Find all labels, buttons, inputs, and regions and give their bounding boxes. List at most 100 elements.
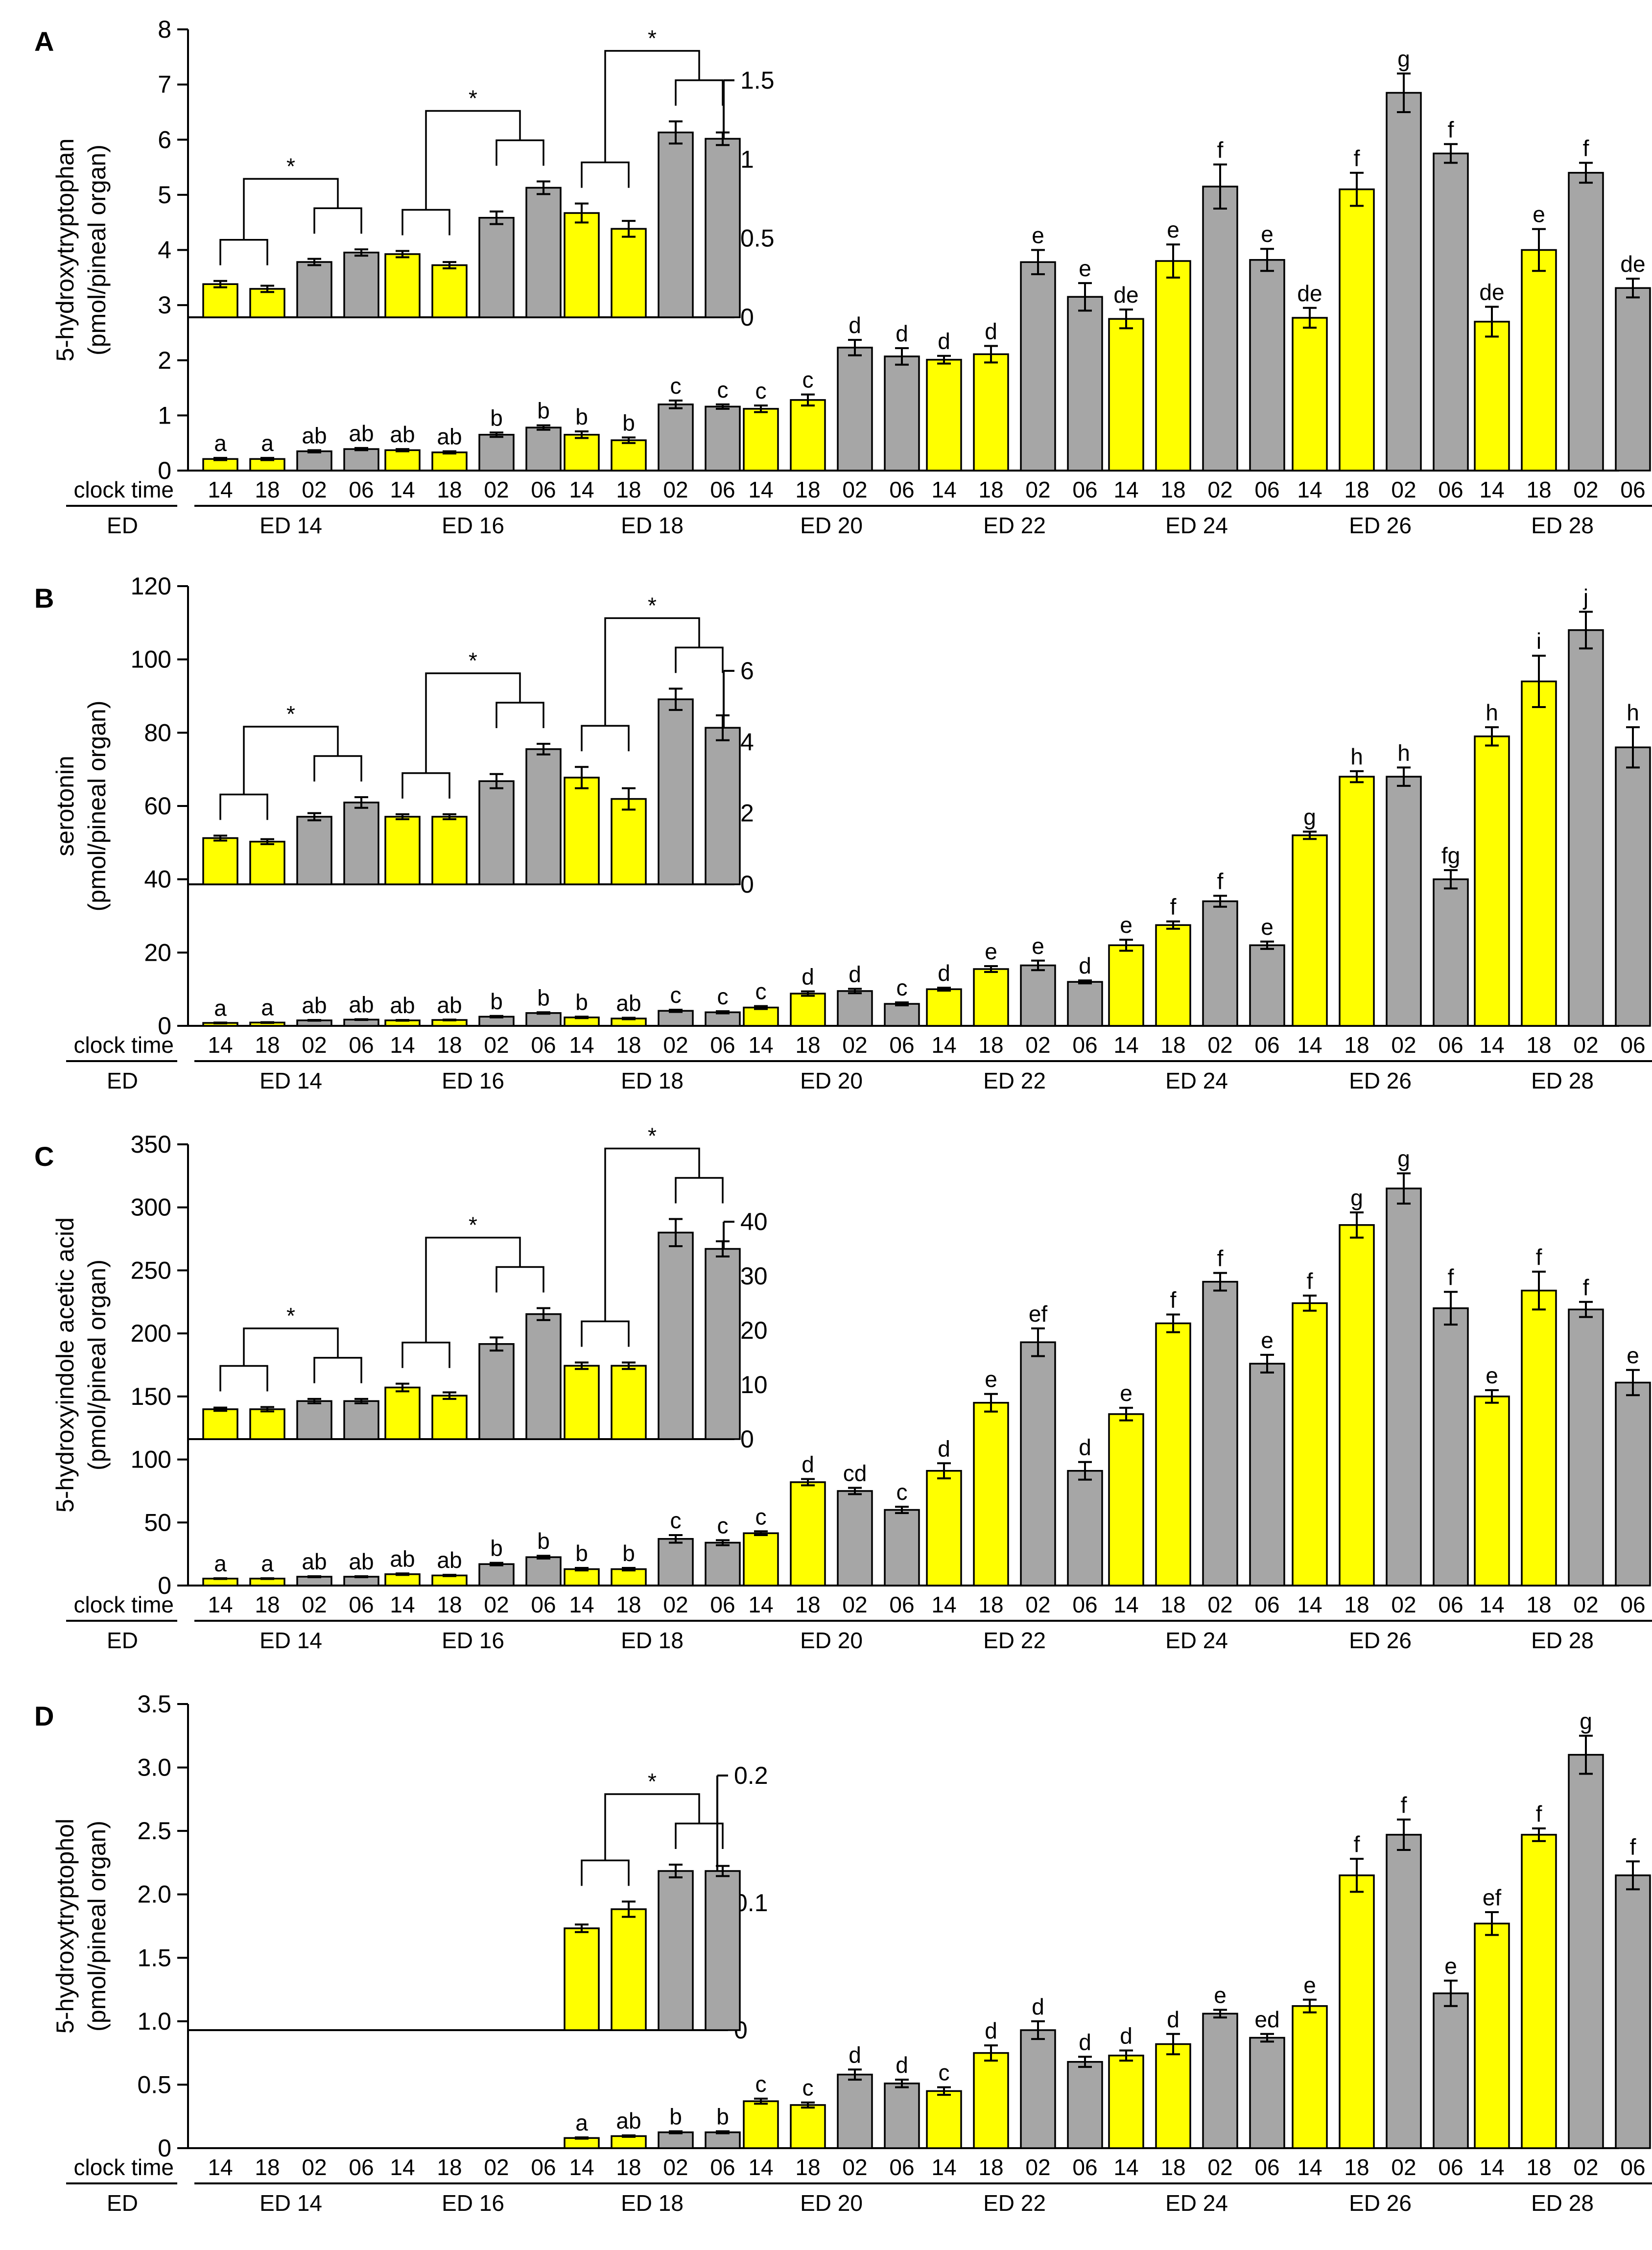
panel-a-group-label: ED 22 (983, 513, 1046, 538)
panel-b-bar-ed26-18 (1340, 777, 1374, 1026)
panel-c-clock-tick-label: 14 (1113, 1592, 1138, 1617)
panel-c-inset-significance: * (648, 1123, 657, 1148)
panel-a-clock-tick-label: 02 (842, 477, 867, 502)
panel-b-inset-bar-ed14-14 (203, 838, 237, 884)
panel-b-clock-tick-label: 06 (1254, 1032, 1279, 1058)
panel-c-inset-ytick-label: 10 (740, 1371, 768, 1398)
panel-c-clock-tick-label: 14 (1479, 1592, 1504, 1617)
panel-a-inset-ytick-label: 1.5 (740, 67, 775, 94)
panel-c-clock-tick-label: 18 (1160, 1592, 1185, 1617)
panel-b-bar-ed26-02 (1387, 777, 1421, 1026)
panel-a-sig-letter: e (1261, 221, 1274, 247)
panel-c-clock-tick-label: 02 (302, 1592, 327, 1617)
panel-a-clock-tick-label: 02 (484, 477, 509, 502)
panel-c-clock-tick-label: 02 (1025, 1592, 1050, 1617)
panel-d-bar-ed20-18 (791, 2105, 825, 2148)
panel-b-clock-time-label: clock time (74, 1032, 174, 1058)
panel-c-sig-letter: f (1170, 1287, 1177, 1313)
panel-b-bar-ed22-02 (1021, 966, 1055, 1026)
panel-d-sig-letter: b (669, 2104, 682, 2130)
panel-a-sig-letter: b (537, 398, 550, 424)
panel-a-inset-bracket-night (496, 141, 543, 166)
panel-a-inset-bar-ed16-18 (432, 265, 467, 317)
panel-a-bar-ed18-06 (706, 406, 740, 471)
panel-a-clock-tick-label: 02 (1207, 477, 1232, 502)
panel-d-clock-tick-label: 02 (302, 2155, 327, 2180)
panel-b-bar-ed28-14 (1475, 736, 1509, 1026)
panel-d-sig-letter: f (1354, 1831, 1360, 1857)
panel-c-sig-letter: f (1583, 1275, 1589, 1300)
panel-a-ytick-label: 4 (158, 237, 171, 264)
panel-d-clock-tick-label: 06 (1254, 2155, 1279, 2180)
panel-a-clock-tick-label: 02 (1573, 477, 1598, 502)
panel-b-ytick-label: 20 (144, 939, 171, 966)
panel-b: Bserotonin (pmol/pineal organ)02040608010… (34, 572, 1652, 1093)
panel-d-sig-letter: f (1401, 1792, 1407, 1818)
panel-a-inset-bracket-compare (244, 179, 338, 240)
panel-b-inset-significance: * (286, 701, 295, 727)
panel-c-bar-ed28-14 (1475, 1397, 1509, 1586)
panel-d-clock-tick-label: 02 (1391, 2155, 1416, 2180)
panel-d-ytick-label: 1.5 (137, 1944, 171, 1971)
panel-d-inset-bracket-day (582, 1860, 629, 1886)
panel-d-sig-letter: c (802, 2075, 814, 2101)
panel-b-bar-ed18-14-error-bar (575, 1017, 589, 1018)
panel-b-sig-letter: c (717, 984, 729, 1009)
panel-c-clock-tick-label: 18 (437, 1592, 462, 1617)
panel-b-group-label: ED 14 (260, 1068, 322, 1093)
panel-d-clock-tick-label: 14 (569, 2155, 594, 2180)
panel-b-sig-letter: e (1261, 914, 1274, 940)
panel-d-bar-ed24-14 (1109, 2056, 1143, 2148)
panel-c-sig-letter: ab (437, 1547, 462, 1573)
panel-d-sig-letter: f (1630, 1834, 1636, 1859)
panel-a-ylabel-line1: 5-hydroxytryptophan (51, 139, 79, 362)
panel-b-sig-letter: c (897, 975, 908, 1000)
panel-d-clock-tick-label: 18 (255, 2155, 280, 2180)
panel-c-inset-bracket-compare (426, 1237, 520, 1342)
panel-d-bar-ed18-06 (706, 2132, 740, 2148)
panel-a-group-label: ED 26 (1349, 513, 1412, 538)
panel-c-sig-letter: cd (843, 1460, 867, 1486)
panel-c-sig-letter: d (1079, 1435, 1091, 1460)
panel-c-inset-bar-ed18-14 (565, 1366, 599, 1439)
panel-a-sig-letter: e (1079, 256, 1091, 281)
panel-a-sig-letter: b (490, 405, 503, 430)
panel-d-group-label: ED 14 (260, 2190, 322, 2216)
panel-c-inset-ytick-label: 0 (740, 1425, 754, 1453)
panel-a-bar-ed28-14 (1475, 322, 1509, 471)
panel-c-sig-letter: f (1536, 1244, 1542, 1270)
panel-d-bar-ed26-02 (1387, 1835, 1421, 2148)
panel-a-clock-tick-label: 18 (1344, 477, 1369, 502)
panel-a-clock-tick-label: 14 (1297, 477, 1322, 502)
panel-c-inset-bracket-night (314, 1358, 361, 1383)
panel-c-inset-bar-ed14-02 (297, 1401, 331, 1439)
panel-b-inset-bar-ed16-14 (385, 817, 420, 884)
panel-c-bar-ed26-02 (1387, 1188, 1421, 1586)
panel-c-sig-letter: ab (349, 1549, 374, 1574)
panel-b-inset-bar-ed18-18 (612, 799, 646, 884)
panel-c-clock-tick-label: 18 (255, 1592, 280, 1617)
panel-c-bar-ed24-02 (1203, 1282, 1237, 1586)
panel-c-sig-letter: e (1627, 1343, 1639, 1368)
panel-b-inset-bracket-day (402, 773, 449, 799)
panel-d-ylabel-line1: 5-hydroxytryptophol (51, 1819, 79, 2034)
panel-d-clock-tick-label: 14 (1479, 2155, 1504, 2180)
panel-b-bar-ed20-14 (744, 1008, 778, 1026)
panel-c-letter: C (34, 1141, 54, 1172)
panel-c-clock-tick-label: 02 (484, 1592, 509, 1617)
panel-b-sig-letter: e (1120, 912, 1133, 938)
panel-c-bar-ed26-06 (1434, 1308, 1468, 1586)
panel-d-bar-ed20-02 (838, 2075, 872, 2148)
panel-b-group-label: ED 16 (442, 1068, 504, 1093)
panel-a-sig-letter: e (1167, 217, 1180, 242)
panel-a-bar-ed20-02 (838, 348, 872, 471)
panel-d-clock-tick-label: 06 (710, 2155, 735, 2180)
panel-a-bar-ed14-06 (344, 449, 378, 471)
panel-a-inset-bar-ed16-02 (479, 218, 514, 317)
panel-c-ytick-label: 300 (131, 1194, 171, 1221)
panel-c-bar-ed16-18-error-bar (443, 1575, 456, 1576)
panel-c-sig-letter: f (1307, 1268, 1313, 1294)
panel-c-sig-letter: ab (390, 1546, 415, 1571)
panel-b-clock-tick-label: 06 (1072, 1032, 1097, 1058)
panel-a-bar-ed20-06 (885, 356, 919, 471)
